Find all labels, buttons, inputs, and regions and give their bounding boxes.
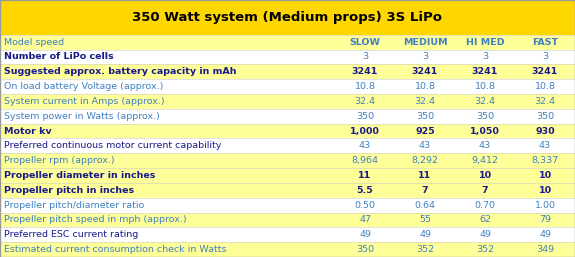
Text: 10: 10: [538, 186, 551, 195]
Text: 79: 79: [539, 215, 551, 224]
Text: 32.4: 32.4: [534, 97, 555, 106]
Text: 8,292: 8,292: [412, 156, 439, 165]
Text: 7: 7: [421, 186, 428, 195]
Text: 3: 3: [542, 52, 548, 61]
Text: MEDIUM: MEDIUM: [402, 38, 447, 47]
Text: 350 Watt system (Medium props) 3S LiPo: 350 Watt system (Medium props) 3S LiPo: [132, 11, 443, 24]
Bar: [0, 139, 575, 153]
Text: 0.70: 0.70: [474, 201, 496, 210]
Text: 0.64: 0.64: [415, 201, 435, 210]
Text: Propeller rpm (approx.): Propeller rpm (approx.): [4, 156, 114, 165]
Bar: [0, 109, 575, 124]
Text: 8,337: 8,337: [531, 156, 559, 165]
Text: 49: 49: [359, 230, 371, 239]
Text: Propeller pitch speed in mph (approx.): Propeller pitch speed in mph (approx.): [4, 215, 187, 224]
Bar: [0, 198, 575, 213]
Bar: [0, 64, 575, 79]
Text: 350: 350: [536, 112, 554, 121]
Text: 32.4: 32.4: [474, 97, 496, 106]
Text: 43: 43: [419, 141, 431, 150]
Text: 350: 350: [416, 112, 434, 121]
Text: 32.4: 32.4: [354, 97, 375, 106]
Bar: [0, 79, 575, 94]
Text: 352: 352: [416, 245, 434, 254]
Text: Number of LiPo cells: Number of LiPo cells: [4, 52, 114, 61]
Text: 49: 49: [539, 230, 551, 239]
Text: 43: 43: [479, 141, 491, 150]
Text: 3: 3: [482, 52, 488, 61]
Bar: [0, 35, 575, 50]
Text: 1.00: 1.00: [535, 201, 555, 210]
Text: HI MED: HI MED: [466, 38, 504, 47]
Bar: [0, 153, 575, 168]
Text: 3241: 3241: [532, 67, 558, 76]
Text: 11: 11: [419, 171, 432, 180]
Text: 49: 49: [419, 230, 431, 239]
Text: 55: 55: [419, 215, 431, 224]
Text: Estimated current consumption check in Watts: Estimated current consumption check in W…: [4, 245, 227, 254]
Text: 0.50: 0.50: [355, 201, 375, 210]
Text: System current in Amps (approx.): System current in Amps (approx.): [4, 97, 164, 106]
Text: Preferred ESC current rating: Preferred ESC current rating: [4, 230, 138, 239]
Text: 1,000: 1,000: [350, 126, 380, 135]
Bar: [0, 0, 575, 35]
Text: 1,050: 1,050: [470, 126, 500, 135]
Text: Motor kv: Motor kv: [4, 126, 52, 135]
Text: 10.8: 10.8: [535, 82, 555, 91]
Text: 3: 3: [422, 52, 428, 61]
Text: Model speed: Model speed: [4, 38, 64, 47]
Text: 3241: 3241: [472, 67, 498, 76]
Text: 43: 43: [359, 141, 371, 150]
Text: 10: 10: [538, 171, 551, 180]
Text: 925: 925: [415, 126, 435, 135]
Text: 10.8: 10.8: [474, 82, 496, 91]
Text: 10.8: 10.8: [415, 82, 435, 91]
Bar: [0, 227, 575, 242]
Text: 47: 47: [359, 215, 371, 224]
Text: 32.4: 32.4: [415, 97, 436, 106]
Bar: [0, 213, 575, 227]
Text: 9,412: 9,412: [472, 156, 499, 165]
Text: Propeller pitch in inches: Propeller pitch in inches: [4, 186, 134, 195]
Text: 10.8: 10.8: [355, 82, 375, 91]
Text: 350: 350: [476, 112, 494, 121]
Text: Suggested approx. battery capacity in mAh: Suggested approx. battery capacity in mA…: [4, 67, 236, 76]
Text: Propeller diameter in inches: Propeller diameter in inches: [4, 171, 155, 180]
Text: 3241: 3241: [412, 67, 438, 76]
Text: Propeller pitch/diameter ratio: Propeller pitch/diameter ratio: [4, 201, 144, 210]
Text: 352: 352: [476, 245, 494, 254]
Text: FAST: FAST: [532, 38, 558, 47]
Text: 8,964: 8,964: [351, 156, 378, 165]
Text: SLOW: SLOW: [350, 38, 381, 47]
Bar: [0, 242, 575, 257]
Bar: [0, 124, 575, 139]
Text: On load battery Voltage (approx.): On load battery Voltage (approx.): [4, 82, 163, 91]
Text: 7: 7: [482, 186, 488, 195]
Bar: [0, 94, 575, 109]
Text: 350: 350: [356, 245, 374, 254]
Text: 62: 62: [479, 215, 491, 224]
Text: 10: 10: [478, 171, 492, 180]
Text: 43: 43: [539, 141, 551, 150]
Text: 5.5: 5.5: [356, 186, 373, 195]
Bar: [0, 168, 575, 183]
Text: System power in Watts (approx.): System power in Watts (approx.): [4, 112, 160, 121]
Bar: [0, 50, 575, 64]
Text: 3: 3: [362, 52, 368, 61]
Text: 3241: 3241: [352, 67, 378, 76]
Text: 350: 350: [356, 112, 374, 121]
Bar: [0, 183, 575, 198]
Text: 930: 930: [535, 126, 555, 135]
Text: 11: 11: [358, 171, 371, 180]
Text: 349: 349: [536, 245, 554, 254]
Text: Preferred continuous motor current capability: Preferred continuous motor current capab…: [4, 141, 221, 150]
Text: 49: 49: [479, 230, 491, 239]
